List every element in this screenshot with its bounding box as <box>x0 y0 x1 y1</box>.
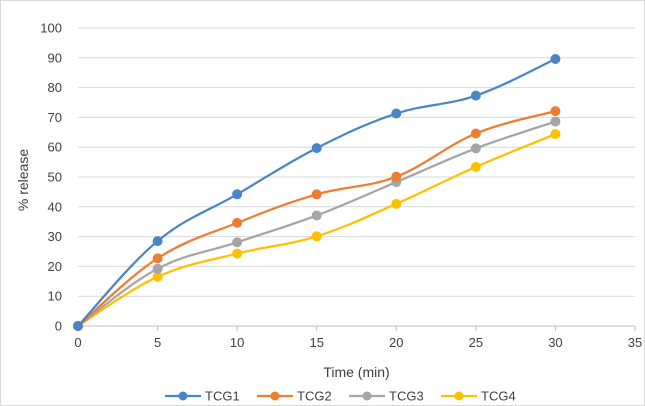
y-tick-label: 0 <box>55 319 62 334</box>
y-tick-label: 90 <box>48 50 62 65</box>
gridlines <box>78 27 635 297</box>
legend-marker-tcg2 <box>270 391 280 401</box>
data-point-tcg4 <box>550 129 561 140</box>
data-point-tcg1 <box>470 90 481 101</box>
series-line-tcg4 <box>77 133 556 327</box>
y-tick-label: 100 <box>40 21 62 36</box>
data-point-tcg1 <box>311 143 322 154</box>
axes <box>77 325 636 331</box>
legend-marker-tcg3 <box>362 391 372 401</box>
y-tick-label: 20 <box>48 259 62 274</box>
data-point-tcg1 <box>550 53 561 64</box>
data-point-tcg2 <box>470 128 481 139</box>
x-tick-label: 10 <box>230 335 244 350</box>
data-point-tcg3 <box>470 143 481 154</box>
x-tick-label: 30 <box>548 335 562 350</box>
series-layer <box>73 53 561 331</box>
x-tick-label: 25 <box>469 335 483 350</box>
x-tick-label: 5 <box>154 335 161 350</box>
data-point-tcg4 <box>470 161 481 172</box>
data-point-tcg3 <box>232 237 243 248</box>
legend-item-tcg2: TCG2 <box>257 389 332 404</box>
legend-item-tcg1: TCG1 <box>165 389 240 404</box>
x-tick-label: 20 <box>389 335 403 350</box>
y-tick-label: 50 <box>48 170 62 185</box>
data-point-tcg1 <box>391 108 402 119</box>
data-point-tcg2 <box>152 253 163 264</box>
data-point-tcg1 <box>152 236 163 247</box>
legend-label-tcg2: TCG2 <box>297 389 332 404</box>
legend-label-tcg3: TCG3 <box>389 389 424 404</box>
x-tick-label: 35 <box>628 335 642 350</box>
data-point-tcg2 <box>391 171 402 182</box>
x-axis-title: Time (min) <box>323 364 389 380</box>
series-tcg4 <box>73 129 561 331</box>
series-tcg1 <box>73 53 561 331</box>
data-point-tcg4 <box>311 231 322 242</box>
data-point-tcg1 <box>232 189 243 200</box>
x-tick-label: 0 <box>74 335 81 350</box>
y-tick-label: 30 <box>48 229 62 244</box>
legend-label-tcg4: TCG4 <box>481 389 516 404</box>
data-point-tcg4 <box>232 248 243 259</box>
data-point-tcg3 <box>550 116 561 127</box>
y-tick-label: 40 <box>48 199 62 214</box>
y-tick-label: 60 <box>48 140 62 155</box>
data-point-tcg3 <box>311 210 322 221</box>
tick-labels: 0 10 20 30 40 50 60 70 80 90 100 0 5 10 15 20 25 30 35 <box>40 21 642 351</box>
data-point-tcg3 <box>152 263 163 274</box>
data-point-tcg1 <box>73 321 83 331</box>
y-tick-label: 80 <box>48 80 62 95</box>
y-tick-label: 10 <box>48 289 62 304</box>
legend-item-tcg4: TCG4 <box>441 389 516 404</box>
legend: TCG1 TCG2 TCG3 TCG4 <box>165 389 516 404</box>
legend-label-tcg1: TCG1 <box>205 389 240 404</box>
y-tick-label: 70 <box>48 110 62 125</box>
legend-marker-tcg4 <box>454 391 464 401</box>
data-point-tcg2 <box>311 189 322 200</box>
legend-item-tcg3: TCG3 <box>349 389 424 404</box>
x-tick-label: 15 <box>309 335 323 350</box>
data-point-tcg4 <box>391 198 402 209</box>
y-axis-title: % release <box>15 149 31 211</box>
data-point-tcg2 <box>232 217 243 228</box>
data-point-tcg2 <box>550 106 561 117</box>
legend-marker-tcg1 <box>178 391 188 401</box>
